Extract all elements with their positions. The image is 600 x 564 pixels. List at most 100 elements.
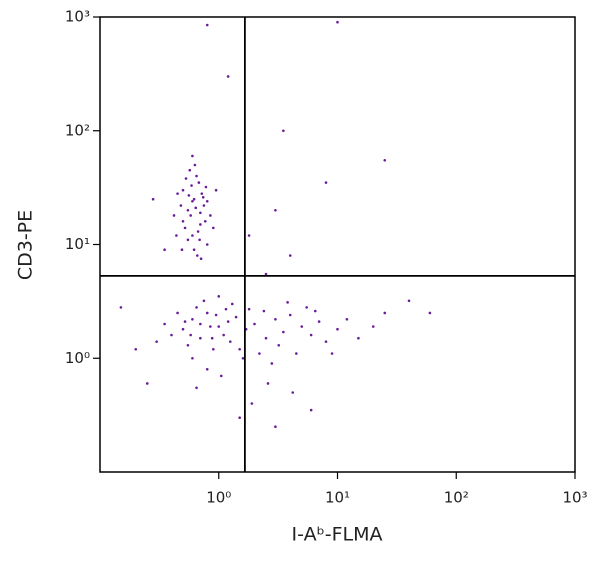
event-dot: [266, 382, 270, 385]
event-dot: [190, 184, 193, 187]
event-dot: [205, 367, 209, 371]
event-dot: [199, 211, 202, 215]
event-dot: [282, 129, 285, 133]
event-dot: [209, 214, 212, 217]
event-dot: [277, 343, 281, 347]
event-dot: [305, 306, 308, 309]
event-dot: [264, 336, 268, 340]
event-dot: [181, 188, 185, 192]
event-dot: [201, 195, 205, 199]
event-dot: [300, 325, 304, 328]
event-dot: [181, 327, 185, 331]
event-dot: [217, 325, 221, 328]
event-dot: [176, 192, 179, 195]
event-dot: [184, 177, 188, 180]
event-dot: [199, 257, 203, 261]
event-dot: [291, 391, 295, 394]
event-dot: [212, 347, 215, 351]
event-dot: [196, 230, 200, 233]
plot-frame: [99, 16, 576, 473]
event-dot: [407, 299, 411, 303]
event-dot: [228, 340, 232, 343]
event-dot: [313, 309, 317, 313]
event-dot: [274, 425, 277, 429]
y-tick-label: 10⁰: [65, 349, 90, 367]
event-dot: [194, 206, 198, 210]
event-dot: [247, 234, 251, 237]
event-dot: [288, 313, 292, 317]
event-dot: [191, 199, 194, 203]
event-dot: [309, 333, 313, 337]
event-dot: [151, 197, 155, 201]
event-dot: [199, 336, 202, 340]
event-dot: [170, 333, 173, 337]
event-dot: [295, 352, 298, 355]
event-dot: [205, 23, 209, 27]
event-dot: [175, 234, 178, 237]
event-dot: [181, 219, 185, 223]
event-dot: [187, 194, 191, 197]
event-dot: [191, 356, 194, 360]
event-dot: [250, 402, 254, 405]
event-dot: [226, 320, 230, 323]
event-dot: [309, 408, 313, 412]
event-dot: [191, 234, 194, 237]
event-dot: [119, 306, 123, 309]
event-dot: [336, 20, 339, 24]
event-dot: [212, 226, 215, 230]
event-dot: [274, 208, 277, 212]
event-dot: [330, 352, 334, 355]
event-dot: [195, 386, 198, 390]
event-dot: [163, 322, 166, 326]
event-dot: [192, 248, 196, 252]
event-dot: [428, 311, 432, 315]
event-dot: [163, 248, 166, 252]
event-dot: [224, 307, 228, 311]
event-dot: [183, 320, 187, 323]
event-dot: [186, 208, 190, 212]
event-dot: [282, 330, 285, 334]
event-dot: [264, 272, 268, 276]
event-dot: [191, 154, 194, 158]
y-tick-label: 10¹: [65, 235, 90, 253]
event-dot: [192, 197, 196, 201]
event-dot: [195, 306, 198, 309]
event-dot: [205, 199, 209, 203]
event-dot: [198, 238, 201, 242]
event-dot: [217, 295, 221, 298]
event-dot: [286, 301, 289, 304]
event-dot: [238, 347, 241, 351]
event-dot: [180, 248, 184, 252]
y-tick-label: 10²: [65, 121, 90, 139]
x-tick-label: 10¹: [325, 489, 350, 507]
event-dot: [202, 299, 206, 303]
x-tick-label: 10³: [562, 489, 587, 507]
event-dot: [222, 333, 225, 337]
y-axis-label: CD3-PE: [15, 210, 37, 280]
x-tick-label: 10²: [444, 489, 469, 507]
event-dot: [262, 309, 266, 313]
event-dot: [209, 325, 212, 328]
event-dot: [186, 238, 190, 242]
event-dot: [383, 311, 387, 315]
event-dot: [345, 317, 349, 321]
event-dot: [324, 181, 328, 184]
event-dot: [371, 325, 375, 328]
event-dot: [357, 336, 360, 340]
event-dot: [204, 185, 208, 189]
event-dot: [238, 416, 241, 420]
event-dot: [134, 347, 138, 351]
event-dot: [189, 333, 192, 337]
event-dot: [199, 223, 202, 226]
event-dot: [191, 317, 194, 321]
event-dot: [197, 181, 201, 184]
event-dot: [203, 219, 207, 223]
event-dot: [258, 352, 261, 355]
event-dot: [253, 322, 256, 326]
event-dot: [241, 356, 245, 360]
event-dot: [274, 317, 277, 321]
event-dot: [205, 311, 209, 315]
event-dot: [288, 254, 292, 257]
event-dot: [324, 340, 328, 343]
